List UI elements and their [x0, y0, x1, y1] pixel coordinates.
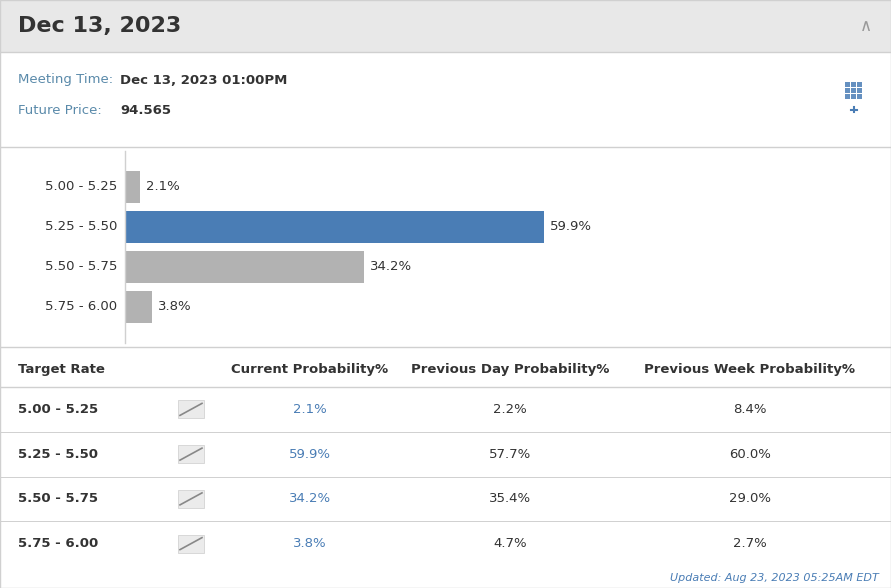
Text: 2.1%: 2.1%: [146, 181, 179, 193]
Text: 34.2%: 34.2%: [371, 260, 413, 273]
Text: Dec 13, 2023 01:00PM: Dec 13, 2023 01:00PM: [120, 74, 288, 86]
Bar: [0, 0, 891, 52]
Bar: [178, 400, 204, 419]
Bar: [845, 88, 850, 93]
Text: 3.8%: 3.8%: [158, 300, 192, 313]
Text: 3.8%: 3.8%: [293, 537, 327, 550]
Text: 8.4%: 8.4%: [733, 403, 767, 416]
Text: Dec 13, 2023: Dec 13, 2023: [18, 16, 181, 36]
Bar: [0, 52, 891, 147]
Text: 5.50 - 5.75: 5.50 - 5.75: [18, 492, 98, 505]
Bar: [851, 94, 856, 99]
Text: 5.75 - 6.00: 5.75 - 6.00: [18, 537, 98, 550]
Text: Meeting Time:: Meeting Time:: [18, 74, 113, 86]
Text: 2.7%: 2.7%: [733, 537, 767, 550]
Bar: [0, 147, 891, 347]
Bar: [851, 88, 856, 93]
Bar: [125, 291, 151, 323]
Bar: [857, 88, 862, 93]
Bar: [857, 94, 862, 99]
Text: Updated: Aug 23, 2023 05:25AM EDT: Updated: Aug 23, 2023 05:25AM EDT: [670, 573, 879, 583]
Text: 5.25 - 5.50: 5.25 - 5.50: [18, 447, 98, 460]
Text: Current Probability%: Current Probability%: [232, 362, 388, 376]
Bar: [125, 251, 364, 283]
Text: 4.7%: 4.7%: [494, 537, 527, 550]
Bar: [857, 82, 862, 87]
Bar: [178, 534, 204, 553]
Text: Previous Day Probability%: Previous Day Probability%: [411, 362, 609, 376]
Bar: [125, 171, 140, 203]
Text: 2.2%: 2.2%: [493, 403, 527, 416]
Text: 5.00 - 5.25: 5.00 - 5.25: [45, 181, 117, 193]
Text: 57.7%: 57.7%: [489, 447, 531, 460]
Text: 94.565: 94.565: [120, 103, 171, 116]
Text: 29.0%: 29.0%: [729, 492, 771, 505]
Bar: [845, 94, 850, 99]
Text: 60.0%: 60.0%: [729, 447, 771, 460]
Text: 2.1%: 2.1%: [293, 403, 327, 416]
Bar: [845, 82, 850, 87]
Text: 5.75 - 6.00: 5.75 - 6.00: [45, 300, 117, 313]
Bar: [125, 211, 544, 243]
Text: Previous Week Probability%: Previous Week Probability%: [644, 362, 855, 376]
Text: Future Price:: Future Price:: [18, 103, 102, 116]
Text: 35.4%: 35.4%: [489, 492, 531, 505]
Text: 34.2%: 34.2%: [289, 492, 331, 505]
Text: 5.25 - 5.50: 5.25 - 5.50: [45, 220, 117, 233]
Bar: [178, 445, 204, 463]
Text: 5.00 - 5.25: 5.00 - 5.25: [18, 403, 98, 416]
Text: 59.9%: 59.9%: [551, 220, 593, 233]
Bar: [178, 490, 204, 508]
Text: 5.50 - 5.75: 5.50 - 5.75: [45, 260, 117, 273]
Text: Target Rate: Target Rate: [18, 362, 105, 376]
Bar: [851, 82, 856, 87]
Text: 59.9%: 59.9%: [289, 447, 331, 460]
Text: ∧: ∧: [860, 17, 872, 35]
